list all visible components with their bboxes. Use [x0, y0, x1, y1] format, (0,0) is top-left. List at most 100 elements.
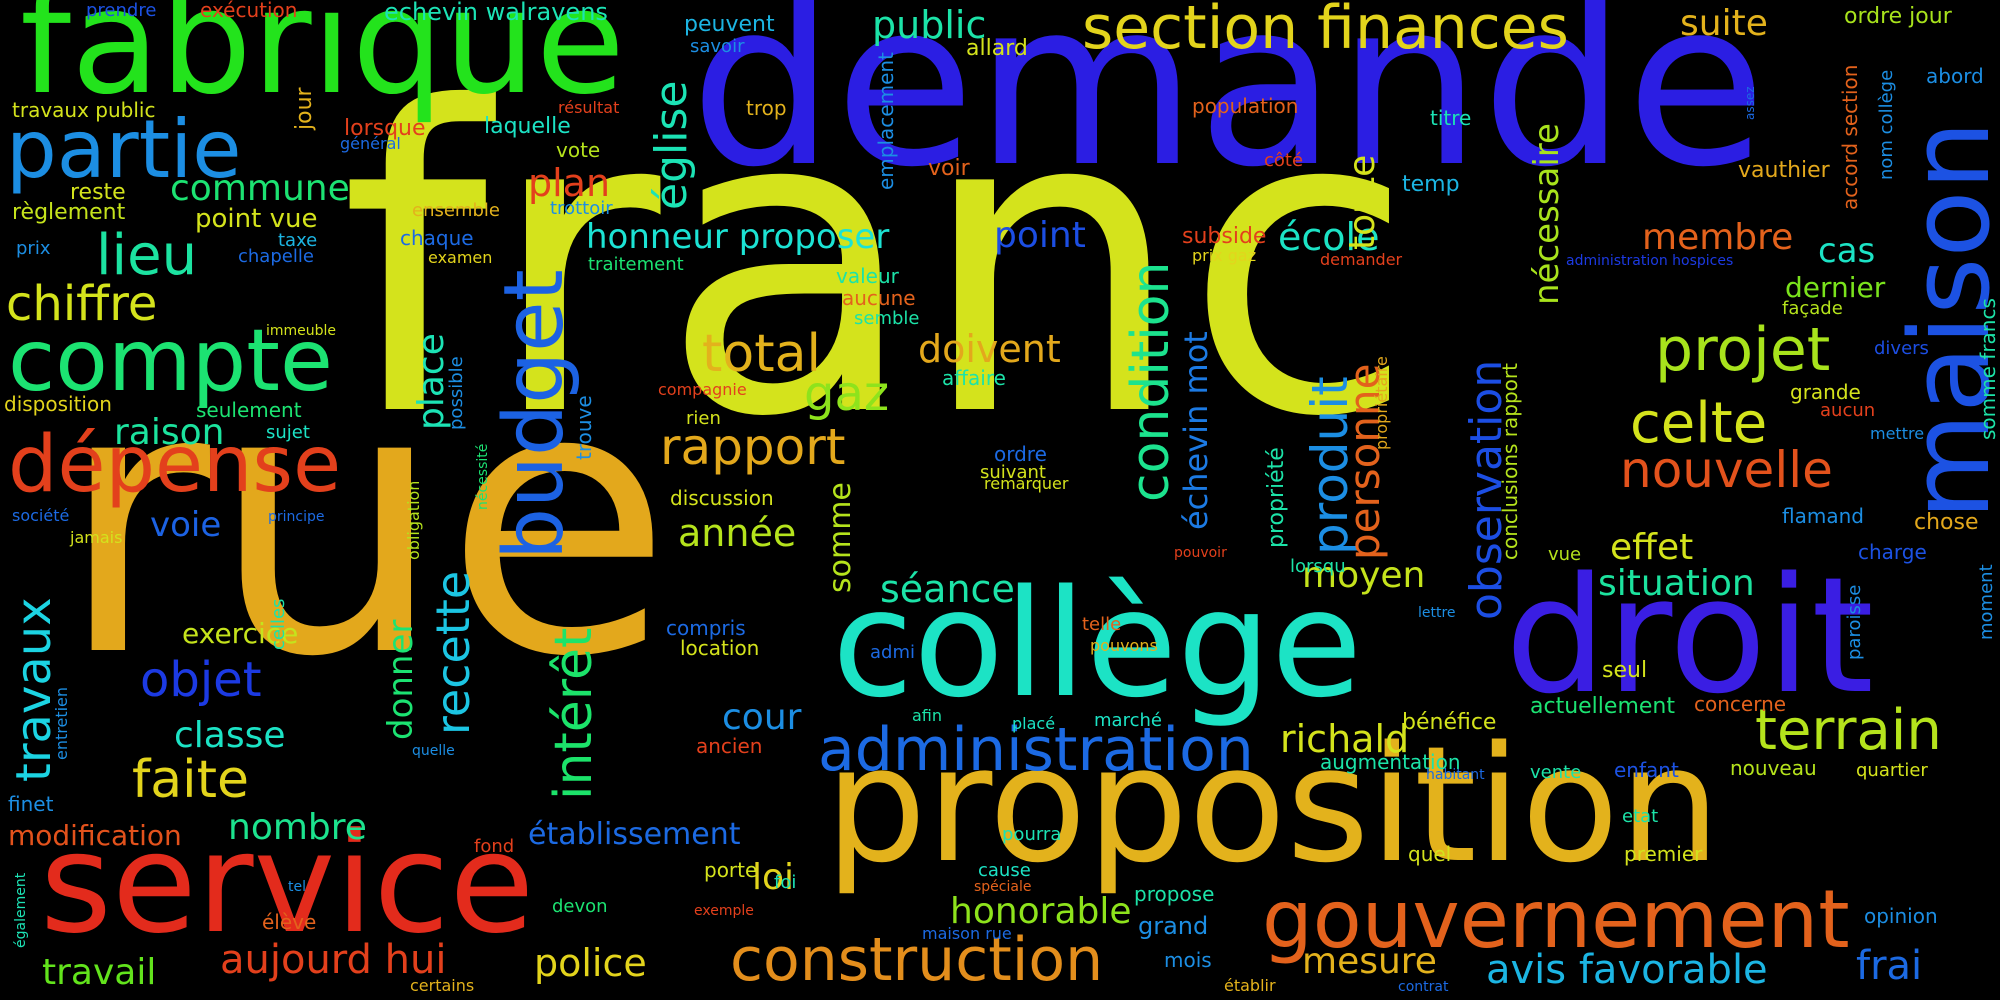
- cloud-word: exercice: [182, 617, 299, 650]
- cloud-word: contrat: [1398, 979, 1449, 995]
- cloud-word: public: [872, 3, 987, 47]
- cloud-word: spéciale: [974, 879, 1032, 895]
- cloud-word: habitant: [1426, 767, 1485, 783]
- cloud-word: assez: [1743, 86, 1757, 120]
- cloud-word: échevin mot: [1177, 331, 1215, 530]
- cloud-word: membre: [1642, 217, 1794, 258]
- cloud-word: projet: [1655, 315, 1831, 385]
- cloud-word: marché: [1094, 710, 1162, 731]
- cloud-word: gouvernement: [1262, 873, 1850, 966]
- cloud-word: jour: [292, 87, 317, 130]
- cloud-word: propose: [1134, 882, 1215, 906]
- cloud-word: devon: [552, 896, 608, 917]
- cloud-word: raison: [114, 412, 225, 453]
- cloud-word: partie: [6, 103, 242, 196]
- cloud-word: temp: [1402, 172, 1460, 197]
- cloud-word: établissement: [528, 817, 741, 852]
- cloud-word: demande: [690, 0, 1767, 217]
- cloud-word: travaux public: [12, 98, 156, 122]
- cloud-word: travail: [42, 952, 157, 993]
- cloud-word: jamais: [70, 528, 123, 547]
- cloud-word: discussion: [670, 486, 774, 510]
- cloud-word: gaz: [804, 366, 890, 422]
- cloud-word: principe: [268, 509, 325, 525]
- cloud-word: taxe: [278, 230, 318, 251]
- cloud-word: lettre: [1418, 605, 1456, 621]
- cloud-word: enfant: [1614, 758, 1679, 782]
- cloud-word: budget: [487, 269, 582, 560]
- cloud-word: établir: [1224, 976, 1276, 995]
- cloud-word: voir: [928, 156, 970, 181]
- cloud-word: lieu: [96, 223, 198, 288]
- cloud-word: compagnie: [658, 380, 747, 399]
- cloud-word: obligation: [404, 480, 423, 560]
- cloud-word: mettre: [1870, 424, 1925, 443]
- cloud-word: année: [678, 511, 797, 555]
- cloud-word: terrain: [1755, 698, 1942, 763]
- cloud-word: séance: [880, 567, 1015, 611]
- cloud-word: fabrique: [20, 0, 625, 127]
- cloud-word: possible: [446, 356, 467, 430]
- cloud-word: valeur: [836, 264, 899, 288]
- cloud-word: prendre: [86, 0, 157, 21]
- cloud-word: cause: [978, 860, 1031, 881]
- cloud-word: seulement: [196, 398, 302, 422]
- cloud-word: pouvoir: [1174, 545, 1227, 561]
- cloud-word: modification: [8, 819, 182, 852]
- cloud-word: peuvent: [684, 12, 775, 37]
- cloud-word: prix: [16, 238, 51, 259]
- cloud-word: foi: [774, 872, 797, 893]
- cloud-word: droit: [1505, 542, 1874, 729]
- cloud-word: chapelle: [238, 246, 314, 267]
- cloud-word: bénéfice: [1402, 710, 1497, 735]
- cloud-word: grande: [1790, 380, 1861, 404]
- cloud-word: certains: [410, 976, 475, 995]
- cloud-word: premier: [1624, 842, 1703, 866]
- cloud-word: richald: [1280, 717, 1410, 761]
- cloud-word: admi: [870, 642, 915, 663]
- cloud-word: école: [1278, 215, 1380, 259]
- cloud-word: vente: [1530, 762, 1582, 783]
- cloud-word: fond: [474, 836, 515, 857]
- cloud-word: donner: [381, 619, 421, 740]
- cloud-word: compte: [8, 311, 333, 411]
- cloud-word: mois: [1164, 948, 1212, 972]
- cloud-word: nombre: [228, 807, 367, 848]
- cloud-word: porte: [704, 858, 758, 882]
- cloud-word: place: [411, 333, 452, 430]
- cloud-word: collège: [832, 558, 1363, 730]
- cloud-word: remarquer: [984, 474, 1069, 493]
- cloud-word: titre: [1430, 106, 1472, 130]
- cloud-word: vue: [1548, 544, 1582, 565]
- cloud-word: exemple: [694, 903, 754, 919]
- cloud-word: toute: [1342, 154, 1383, 250]
- cloud-word: cour: [722, 697, 802, 738]
- cloud-word: ensemble: [412, 200, 500, 221]
- cloud-word: travaux: [6, 597, 62, 782]
- cloud-word: moment: [1976, 564, 1997, 640]
- cloud-word: somme francs: [1976, 298, 2000, 440]
- cloud-word: côté: [1264, 150, 1304, 171]
- cloud-word: moyen: [1302, 555, 1426, 596]
- cloud-word: savoir: [690, 36, 745, 57]
- cloud-word: reste: [70, 180, 126, 205]
- cloud-word: opinion: [1864, 904, 1938, 928]
- cloud-word: frai: [1856, 943, 1923, 989]
- cloud-word: administration hospices: [1566, 253, 1734, 269]
- cloud-word: divers: [1874, 338, 1929, 359]
- cloud-word: population: [1192, 94, 1299, 118]
- cloud-word: finet: [8, 792, 54, 816]
- cloud-word: condition: [1121, 261, 1181, 502]
- cloud-word: général: [340, 134, 401, 153]
- cloud-word: sujet: [266, 422, 310, 443]
- cloud-word: celte: [1630, 391, 1768, 456]
- cloud-word: nouveau: [1730, 756, 1817, 780]
- cloud-word: intérêt: [544, 627, 604, 800]
- cloud-word: compris: [666, 616, 746, 640]
- cloud-word: placé: [1012, 714, 1056, 733]
- cloud-word: service: [40, 803, 535, 964]
- cloud-word: point: [994, 215, 1086, 256]
- cloud-word: nom collège: [1876, 69, 1897, 180]
- cloud-word: lorsqu: [1290, 556, 1346, 577]
